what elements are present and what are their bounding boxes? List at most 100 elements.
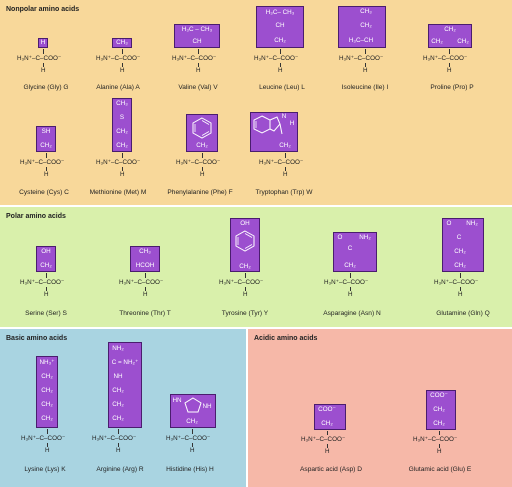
sidechain-box: [112, 38, 132, 48]
backbone: H₃N⁺–C–COO⁻: [21, 435, 66, 442]
sidechain-atom: N: [281, 113, 287, 120]
sidechain-atom: COO⁻: [430, 392, 448, 399]
alpha-hydrogen: H: [363, 67, 368, 74]
backbone: H₃N⁺–C–COO⁻: [324, 279, 369, 286]
sidechain-box: [36, 246, 56, 272]
amino-acid-name: Leucine (Leu) L: [259, 84, 305, 91]
sidechain-atom: CH₂: [454, 262, 466, 269]
sidechain-atom: OH: [240, 220, 250, 227]
backbone: H₃N⁺–C–COO⁻: [92, 435, 137, 442]
sidechain-box: [174, 24, 220, 48]
backbone: H₃N⁺–C–COO⁻: [172, 55, 217, 62]
sidechain-box: [314, 404, 346, 430]
amino-acid-name: Tryptophan (Trp) W: [255, 189, 313, 196]
sidechain-box: [333, 232, 377, 272]
imidazole-ring-icon: [184, 397, 202, 413]
amino-acid-name: Glycine (Gly) G: [23, 84, 69, 91]
sidechain-atom: CH₂: [454, 248, 466, 255]
sidechain-atom: C: [456, 234, 462, 241]
alpha-hydrogen: H: [243, 291, 248, 298]
alpha-hydrogen: H: [447, 67, 452, 74]
sidechain-atom: C: [347, 245, 353, 252]
sidechain-atom: H₃C–CH: [348, 37, 374, 44]
sidechain-atom: CH₂: [344, 262, 356, 269]
sidechain-box: [428, 24, 472, 48]
alpha-hydrogen: H: [45, 447, 50, 454]
alpha-hydrogen: H: [190, 447, 195, 454]
sidechain-atom: NH₂: [112, 345, 124, 352]
sidechain-atom: CH₃: [116, 39, 128, 46]
sidechain-box: [338, 6, 386, 48]
alpha-hydrogen: H: [116, 447, 121, 454]
alpha-hydrogen: H: [44, 291, 49, 298]
panel-title: Basic amino acids: [6, 335, 68, 342]
backbone: H₃N⁺–C–COO⁻: [413, 436, 458, 443]
alpha-hydrogen: H: [41, 67, 46, 74]
backbone: H₃N⁺–C–COO⁻: [423, 55, 468, 62]
sidechain-box: [426, 390, 456, 430]
backbone: H₃N⁺–C–COO⁻: [20, 159, 65, 166]
sidechain-atom: CH₂: [41, 387, 53, 394]
sidechain-atom: CH₂: [444, 26, 456, 33]
sidechain-atom: OH: [41, 248, 51, 255]
sidechain-atom: CH₂: [360, 22, 372, 29]
sidechain-atom: CH₂: [112, 415, 124, 422]
sidechain-atom: CH₂: [112, 401, 124, 408]
panel-title: Polar amino acids: [6, 213, 66, 220]
sidechain-atom: H: [40, 39, 46, 46]
sidechain-atom: CH₃: [360, 8, 372, 15]
sidechain-atom: CH₂: [186, 418, 198, 425]
backbone: H₃N⁺–C–COO⁻: [176, 159, 221, 166]
sidechain-atom: NH₂: [359, 234, 371, 241]
sidechain-atom: S: [119, 114, 125, 121]
sidechain-atom: CH₂: [40, 142, 52, 149]
benzene-ring-icon: [192, 117, 212, 139]
sidechain-atom: CH₂: [41, 373, 53, 380]
sidechain-box: [108, 342, 142, 428]
sidechain-atom: C = NH₂⁺: [111, 359, 139, 366]
sidechain-atom: H₃C– CH₃: [265, 9, 295, 16]
sidechain-box: [442, 218, 484, 272]
sidechain-atom: O: [337, 234, 343, 241]
sidechain-atom: CH₂: [431, 38, 443, 45]
sidechain-atom: CH: [275, 22, 285, 29]
backbone: H₃N⁺–C–COO⁻: [434, 279, 479, 286]
backbone: H₃N⁺–C–COO⁻: [301, 436, 346, 443]
backbone: H₃N⁺–C–COO⁻: [339, 55, 384, 62]
sidechain-atom: CH₂: [239, 263, 251, 270]
sidechain-atom: NH₂: [466, 220, 478, 227]
sidechain-atom: CH₂: [112, 387, 124, 394]
sidechain-atom: COO⁻: [318, 406, 336, 413]
sidechain-box: [186, 114, 218, 152]
amino-acid-name: Asparagine (Asn) N: [323, 310, 381, 317]
sidechain-box: [230, 218, 260, 272]
backbone: H₃N⁺–C–COO⁻: [96, 159, 141, 166]
sidechain-atom: CH₂: [196, 142, 208, 149]
sidechain-atom: CH₂: [321, 420, 333, 427]
amino-acid-name: Arginine (Arg) R: [96, 466, 144, 473]
sidechain-atom: CH₂: [457, 38, 469, 45]
backbone: H₃N⁺–C–COO⁻: [20, 279, 65, 286]
amino-acid-name: Cysteine (Cys) C: [19, 189, 69, 196]
sidechain-box: [36, 126, 56, 152]
alpha-hydrogen: H: [278, 67, 283, 74]
benzene-ring-icon: [235, 230, 255, 252]
sidechain-atom: CH₂: [279, 142, 291, 149]
sidechain-atom: CH₃: [139, 248, 151, 255]
sidechain-box: [256, 6, 304, 48]
sidechain-box: [170, 394, 216, 428]
sidechain-atom: NH₃⁺: [39, 359, 55, 366]
alpha-hydrogen: H: [143, 291, 148, 298]
sidechain-atom: CH₂: [116, 128, 128, 135]
sidechain-atom: O: [446, 220, 452, 227]
amino-acid-name: Methionine (Met) M: [89, 189, 147, 196]
amino-acid-name: Phenylalanine (Phe) F: [167, 189, 233, 196]
sidechain-box: [112, 98, 132, 152]
acidic-panel: Acidic amino acids: [248, 329, 512, 487]
alpha-hydrogen: H: [325, 448, 330, 455]
amino-acid-name: Isoleucine (Ile) I: [341, 84, 389, 91]
amino-acid-name: Alanine (Ala) A: [96, 84, 140, 91]
sidechain-box: [130, 246, 160, 272]
sidechain-atom: SH: [41, 128, 51, 135]
sidechain-atom: CH: [192, 38, 202, 45]
